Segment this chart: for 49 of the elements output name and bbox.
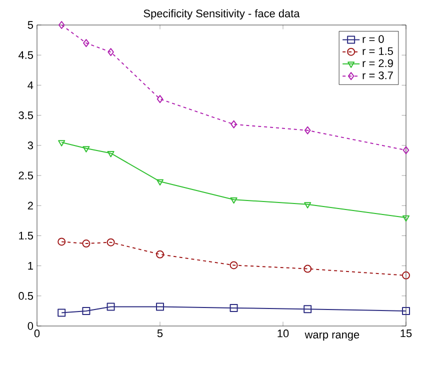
legend-label: r = 1.5 — [362, 47, 393, 55]
y-tick-label: 4.5 — [18, 51, 34, 59]
point — [304, 202, 312, 208]
point — [106, 238, 115, 246]
point — [402, 146, 410, 154]
legend-label: r = 2.9 — [362, 59, 393, 68]
point — [58, 308, 66, 317]
y-tick-label: 2 — [28, 202, 33, 210]
point — [230, 120, 237, 128]
point — [402, 271, 410, 280]
x-tick-label: 10 — [278, 330, 289, 338]
point — [230, 304, 238, 312]
x-tick-label: 15 — [400, 330, 412, 338]
point — [156, 250, 164, 258]
point — [402, 306, 410, 315]
point — [230, 197, 238, 204]
chart-title: Specificity Sensitivity - face data — [144, 9, 300, 20]
point — [58, 21, 65, 29]
y-tick-label: 2.5 — [18, 172, 34, 180]
point — [107, 150, 114, 158]
point — [230, 261, 238, 270]
point — [156, 302, 164, 311]
y-tick-label: 4 — [28, 81, 34, 89]
y-tick-label: 3.5 — [18, 111, 34, 120]
y-tick-label: 0 — [28, 322, 34, 330]
legend-label: r = 0 — [362, 35, 384, 43]
x-tick-label: 5 — [157, 330, 163, 338]
x-tick-label: 0 — [34, 330, 40, 338]
point — [82, 146, 90, 152]
point — [402, 215, 410, 222]
y-tick-label: 1 — [28, 262, 33, 270]
x-axis-title: warp range — [304, 332, 360, 341]
y-tick-label: 1.5 — [19, 232, 34, 240]
point — [83, 39, 90, 48]
y-tick-label: 0.5 — [18, 292, 34, 300]
point — [82, 240, 90, 248]
y-tick-label: 3 — [28, 142, 33, 150]
point — [58, 238, 66, 246]
y-tick-label: 5 — [28, 21, 34, 29]
point — [304, 264, 312, 273]
point — [106, 302, 115, 311]
point — [82, 306, 90, 315]
point — [304, 305, 312, 314]
legend-label: r = 3.7 — [362, 72, 393, 80]
point — [156, 179, 164, 186]
point — [156, 95, 164, 104]
point — [108, 48, 114, 56]
point — [304, 126, 311, 134]
point — [58, 140, 66, 146]
